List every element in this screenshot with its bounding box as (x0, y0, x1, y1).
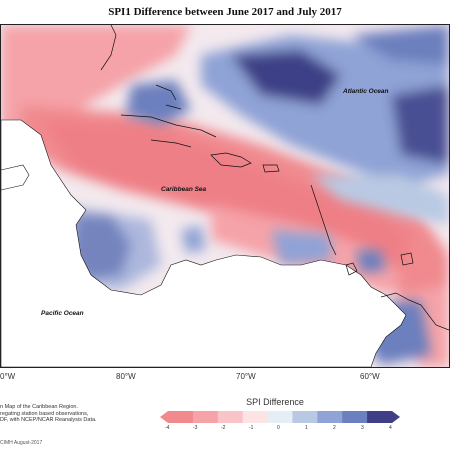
legend-tick-label: -3 (193, 425, 198, 431)
legend-tick-label: -4 (165, 425, 170, 431)
colorbar-segment (168, 411, 194, 423)
longitude-label-70w: 70°W (236, 372, 256, 381)
longitude-label-60w: 60°W (360, 372, 380, 381)
land-masses (1, 119, 407, 367)
legend-tick-label: 2 (333, 425, 336, 431)
legend-tick-label: 3 (361, 425, 364, 431)
colorbar-segment (317, 411, 343, 423)
map-title: SPI1 Difference between June 2017 and Ju… (108, 6, 342, 18)
longitude-label-90w: 0°W (0, 372, 16, 381)
colorbar-segment (292, 411, 318, 423)
legend-tick-label: 1 (305, 425, 308, 431)
colorbar-segment (242, 411, 269, 423)
note-line: n Map of the Caribbean Region. (0, 404, 78, 410)
caribbean-sea-label: Caribbean Sea (161, 186, 207, 193)
map-notes: n Map of the Caribbean Region. regating … (0, 404, 130, 424)
colorbar-segment (192, 411, 219, 423)
colorbar-segment (342, 411, 368, 423)
legend-colorbar (160, 410, 400, 429)
caribbean-islands (100, 25, 449, 331)
colorbar-min-arrow (160, 411, 168, 423)
colorbar-segment (217, 411, 244, 423)
credit-text: CIMH August-2017 (0, 440, 43, 446)
colorbar-segment (367, 411, 393, 423)
note-line: DF, with NCEP/NCAR Reanalysis Data. (0, 417, 97, 423)
pacific-ocean-label: Pacific Ocean (41, 310, 84, 317)
note-line: regating station based observations, (0, 410, 89, 417)
spi-map: Atlantic Ocean Caribbean Sea Pacific Oce… (0, 24, 450, 368)
colorbar-segment (267, 411, 293, 423)
legend-tick-label: 0 (277, 425, 280, 431)
legend-tick-label: 4 (389, 425, 392, 431)
legend-tick-label: -2 (221, 425, 226, 431)
legend-title: SPI Difference (246, 397, 304, 407)
colorbar-svg (160, 411, 400, 423)
longitude-label-80w: 80°W (116, 372, 136, 381)
colorbar-max-arrow (392, 411, 400, 423)
atlantic-ocean-label: Atlantic Ocean (342, 88, 389, 95)
legend-tick-label: -1 (249, 425, 254, 431)
map-canvas: Atlantic Ocean Caribbean Sea Pacific Oce… (1, 25, 449, 367)
